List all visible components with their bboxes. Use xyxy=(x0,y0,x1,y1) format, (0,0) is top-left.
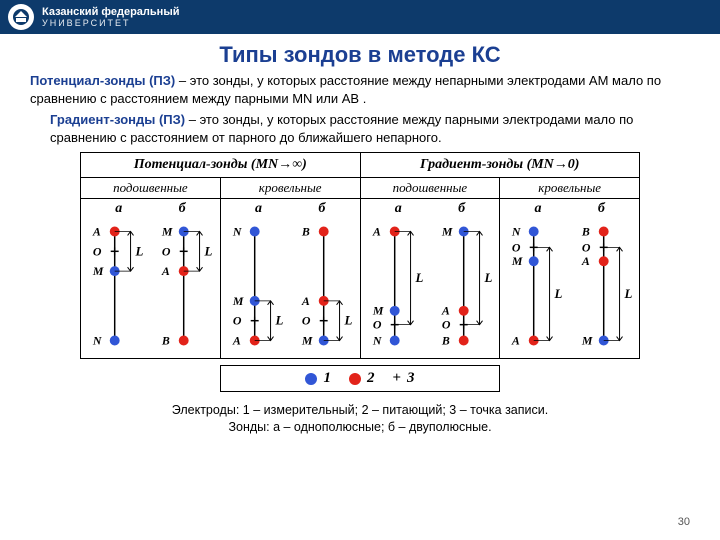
top-header: Казанский федеральный УНИВЕРСИТЕТ xyxy=(0,0,720,34)
svg-text:A: A xyxy=(441,304,450,318)
svg-text:L: L xyxy=(623,287,632,301)
svg-text:A: A xyxy=(232,334,241,348)
legend-source: 2 xyxy=(349,370,375,387)
svg-text:L: L xyxy=(483,271,492,285)
svg-text:B: B xyxy=(301,225,310,239)
svg-text:A: A xyxy=(581,254,590,268)
svg-text:M: M xyxy=(511,254,523,268)
svg-text:O: O xyxy=(582,241,591,255)
svg-text:O: O xyxy=(512,241,521,255)
svg-text:N: N xyxy=(232,225,242,239)
svg-text:M: M xyxy=(581,334,593,348)
svg-text:A: A xyxy=(161,264,170,278)
svg-text:L: L xyxy=(344,314,353,328)
svg-text:O: O xyxy=(162,244,171,258)
svg-text:N: N xyxy=(92,334,102,348)
svg-text:M: M xyxy=(232,294,244,308)
uni-line2: УНИВЕРСИТЕТ xyxy=(42,18,179,28)
subhead-3: кровельные xyxy=(500,178,640,199)
cell-2: абLAMONLMAOB xyxy=(360,199,500,359)
svg-text:B: B xyxy=(161,334,170,348)
university-name: Казанский федеральный УНИВЕРСИТЕТ xyxy=(42,6,179,29)
caption: Электроды: 1 – измерительный; 2 – питающ… xyxy=(0,402,720,436)
legend-measure: 1 xyxy=(305,370,331,387)
svg-text:L: L xyxy=(414,271,423,285)
subhead-1: кровельные xyxy=(220,178,360,199)
svg-text:M: M xyxy=(301,334,313,348)
svg-text:A: A xyxy=(301,294,310,308)
caption-line1: Электроды: 1 – измерительный; 2 – питающ… xyxy=(172,403,548,417)
svg-text:O: O xyxy=(93,244,102,258)
svg-text:M: M xyxy=(371,304,383,318)
cell-0: абLAOMNLMOAB xyxy=(81,199,221,359)
svg-text:L: L xyxy=(135,244,144,258)
lead-potential: Потенциал-зонды (ПЗ) xyxy=(30,73,175,88)
svg-text:B: B xyxy=(581,225,590,239)
svg-text:O: O xyxy=(233,314,242,328)
svg-text:B: B xyxy=(441,334,450,348)
page-title: Типы зондов в методе КС xyxy=(0,42,720,68)
svg-text:N: N xyxy=(371,334,381,348)
uni-line1: Казанский федеральный xyxy=(42,6,179,19)
caption-line2: Зонды: а – однополюсные; б – двуполюсные… xyxy=(228,420,491,434)
svg-text:L: L xyxy=(554,287,563,301)
svg-text:A: A xyxy=(511,334,520,348)
diagram-table: Потенциал-зонды (MN→∞) Градиент-зонды (M… xyxy=(80,152,640,359)
lead-gradient: Градиент-зонды (ПЗ) xyxy=(50,112,185,127)
svg-text:O: O xyxy=(442,318,451,332)
legend: 1 2 +3 xyxy=(220,365,500,392)
university-logo xyxy=(8,4,34,30)
svg-text:M: M xyxy=(161,225,173,239)
svg-text:A: A xyxy=(371,225,380,239)
diagram-table-wrap: Потенциал-зонды (MN→∞) Градиент-зонды (M… xyxy=(80,152,640,392)
svg-text:M: M xyxy=(92,264,104,278)
cell-3: абLNOMALBOAM xyxy=(500,199,640,359)
legend-cross: +3 xyxy=(392,370,414,387)
svg-text:L: L xyxy=(274,314,283,328)
svg-text:A: A xyxy=(92,225,101,239)
svg-text:L: L xyxy=(204,244,213,258)
group-header-0: Потенциал-зонды (MN→∞) xyxy=(81,153,361,178)
svg-text:O: O xyxy=(372,318,381,332)
svg-text:N: N xyxy=(511,225,521,239)
svg-text:M: M xyxy=(441,225,453,239)
subhead-2: подошвенные xyxy=(360,178,500,199)
page-number: 30 xyxy=(678,516,690,528)
subhead-0: подошвенные xyxy=(81,178,221,199)
cell-1: абLNMOALBAOM xyxy=(220,199,360,359)
svg-text:O: O xyxy=(302,314,311,328)
group-header-1: Градиент-зонды (MN→0) xyxy=(360,153,640,178)
paragraph-gradient: Градиент-зонды (ПЗ) – это зонды, у котор… xyxy=(0,111,720,146)
paragraph-potential: Потенциал-зонды (ПЗ) – это зонды, у кото… xyxy=(0,72,720,107)
